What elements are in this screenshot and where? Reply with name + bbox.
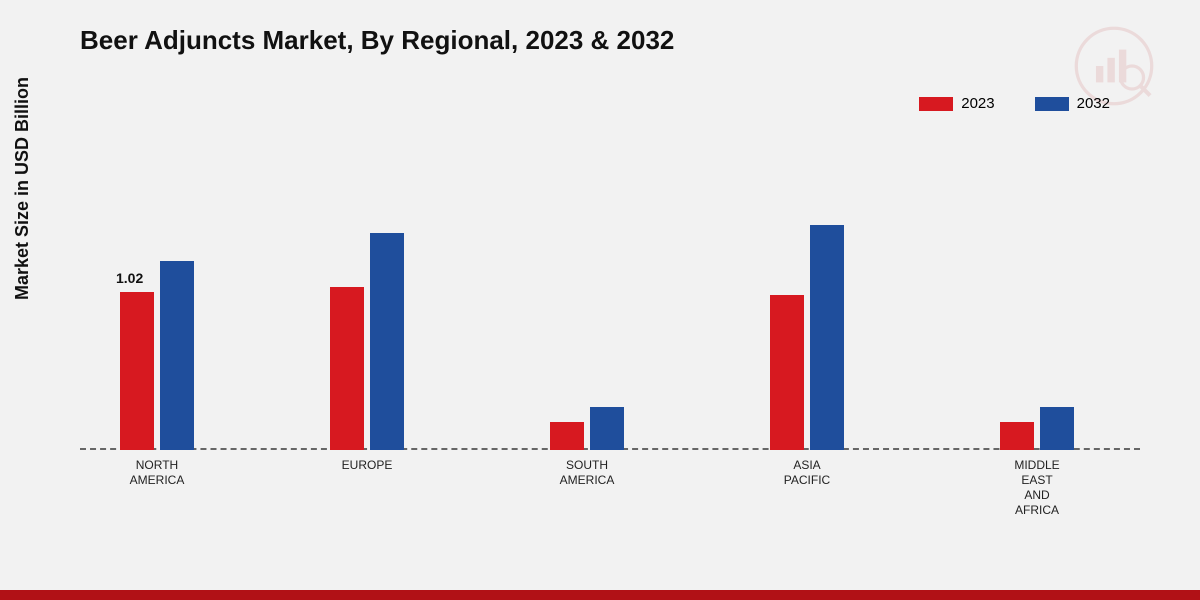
bar-group: SOUTH AMERICA <box>550 407 624 450</box>
bottom-accent-bar <box>0 590 1200 600</box>
bar-2032 <box>1040 407 1074 450</box>
swatch-2032 <box>1035 97 1069 111</box>
bar-group: NORTH AMERICA1.02 <box>120 261 194 450</box>
bar-2023 <box>770 295 804 450</box>
bar-2032 <box>160 261 194 450</box>
category-label: EUROPE <box>297 458 437 473</box>
chart-title: Beer Adjuncts Market, By Regional, 2023 … <box>80 25 674 56</box>
bar-2032 <box>810 225 844 450</box>
bar-group: EUROPE <box>330 233 404 450</box>
bar-group: ASIA PACIFIC <box>770 225 844 450</box>
swatch-2023 <box>919 97 953 111</box>
bar-group: MIDDLE EAST AND AFRICA <box>1000 407 1074 450</box>
plot-area: NORTH AMERICA1.02 EUROPE SOUTH AMERICA ASIA… <box>80 140 1140 450</box>
bar-value-label: 1.02 <box>116 270 143 286</box>
category-label: NORTH AMERICA <box>87 458 227 488</box>
category-label: MIDDLE EAST AND AFRICA <box>967 458 1107 518</box>
bar-2023 <box>1000 422 1034 450</box>
bar-2023 <box>120 292 154 450</box>
category-label: ASIA PACIFIC <box>737 458 877 488</box>
legend-label-2032: 2032 <box>1077 95 1110 112</box>
bar-2032 <box>370 233 404 450</box>
bar-2023 <box>330 287 364 450</box>
legend: 2023 2032 <box>919 95 1110 112</box>
category-label: SOUTH AMERICA <box>517 458 657 488</box>
legend-item-2023: 2023 <box>919 95 994 112</box>
legend-label-2023: 2023 <box>961 95 994 112</box>
bar-2023 <box>550 422 584 450</box>
bar-2032 <box>590 407 624 450</box>
chart-container: Beer Adjuncts Market, By Regional, 2023 … <box>0 0 1200 600</box>
y-axis-label: Market Size in USD Billion <box>12 77 33 300</box>
legend-item-2032: 2032 <box>1035 95 1110 112</box>
